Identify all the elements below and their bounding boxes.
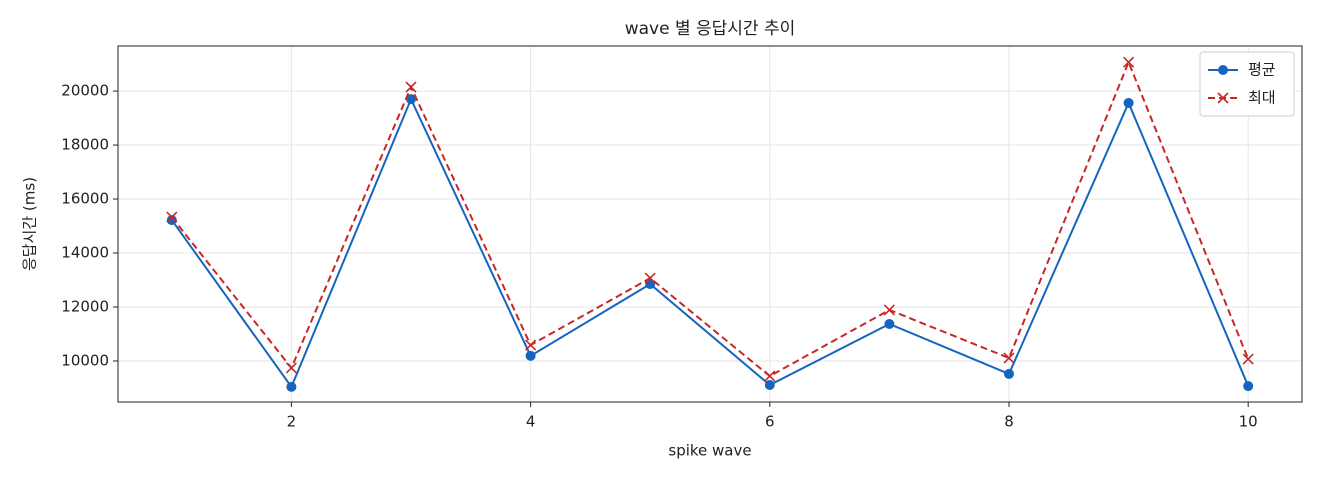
point [764, 379, 775, 390]
point [285, 362, 297, 374]
y-axis-label: 응답시간 (ms) [21, 177, 39, 271]
point [1243, 381, 1254, 392]
point [525, 350, 536, 361]
point [883, 304, 895, 316]
x-tick-label: 8 [1004, 413, 1014, 431]
point [884, 318, 895, 329]
chart-title: wave 별 응답시간 추이 [625, 19, 796, 39]
legend-label: 최대 [1248, 89, 1276, 107]
series-line [171, 96, 1250, 389]
point [406, 94, 417, 105]
point [1123, 97, 1134, 108]
point [1003, 368, 1014, 379]
point [764, 370, 776, 382]
point [644, 272, 656, 284]
legend-box [1199, 51, 1295, 117]
x-tick-label: 10 [1239, 413, 1258, 431]
point [166, 211, 178, 223]
legend-marker [1217, 92, 1229, 104]
y-tick-label: 18000 [61, 136, 109, 154]
point [525, 339, 537, 351]
x-axis-label: spike wave [668, 442, 751, 460]
point [286, 381, 297, 392]
point [1123, 56, 1135, 68]
point [405, 81, 417, 93]
y-tick-label: 12000 [61, 297, 109, 315]
x-tick-label: 4 [526, 413, 536, 431]
legend-marker [1218, 65, 1228, 75]
point [166, 215, 177, 226]
plot-frame [117, 45, 1303, 403]
x-tick-label: 6 [765, 413, 775, 431]
y-tick-label: 20000 [61, 82, 109, 100]
series-line [171, 59, 1250, 378]
y-tick-label: 14000 [61, 244, 109, 262]
point [1003, 352, 1015, 364]
legend-label: 평균 [1248, 61, 1276, 79]
point [1242, 353, 1254, 365]
x-tick-label: 2 [287, 413, 297, 431]
y-tick-label: 10000 [61, 351, 109, 369]
y-tick-label: 16000 [61, 190, 109, 208]
